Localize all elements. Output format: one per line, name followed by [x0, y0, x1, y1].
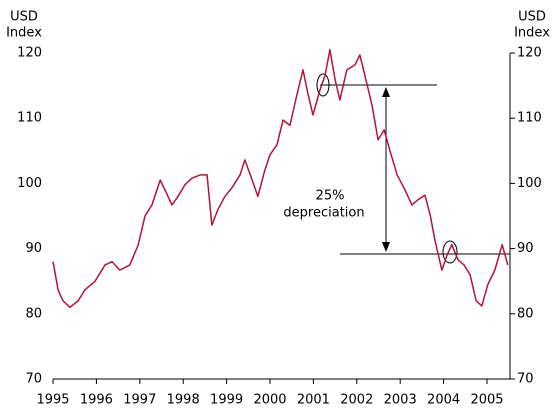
x-tick-label: 2001 [297, 393, 330, 408]
y-tick-label: 90 [25, 241, 42, 256]
x-tick-label: 1999 [210, 393, 243, 408]
x-tick-label: 1998 [167, 393, 200, 408]
highlight-ellipse [316, 73, 330, 97]
y2-tick-label: 90 [517, 241, 534, 256]
x-tick-label: 2003 [384, 393, 417, 408]
y-tick-label: 110 [17, 111, 42, 126]
y2-tick-label: 70 [517, 372, 534, 387]
y-axis-label: USD [10, 10, 38, 25]
highlight-ellipse [442, 240, 458, 264]
y2-tick-label: 110 [517, 111, 542, 126]
x-tick-label: 2005 [470, 393, 503, 408]
x-tick-label: 2000 [253, 393, 286, 408]
x-tick-label: 1996 [80, 393, 113, 408]
annotation: depreciation [283, 206, 364, 221]
x-tick-label: 2002 [340, 393, 373, 408]
y-tick-label: 120 [17, 46, 42, 61]
y2-tick-label: 120 [517, 46, 542, 61]
x-tick-label: 2004 [427, 393, 460, 408]
y2-axis-label: Index [514, 26, 550, 41]
y2-axis-label: USD [518, 10, 546, 25]
y-tick-label: 100 [17, 176, 42, 191]
y-tick-label: 80 [25, 306, 42, 321]
x-tick-label: 1997 [123, 393, 156, 408]
data-line [52, 48, 509, 309]
annotation: 25% [316, 189, 345, 204]
y-tick-label: 70 [25, 372, 42, 387]
x-tick-label: 1995 [36, 393, 69, 408]
y2-tick-label: 80 [517, 306, 534, 321]
y2-tick-label: 100 [517, 176, 542, 191]
y-axis-label: Index [6, 26, 42, 41]
